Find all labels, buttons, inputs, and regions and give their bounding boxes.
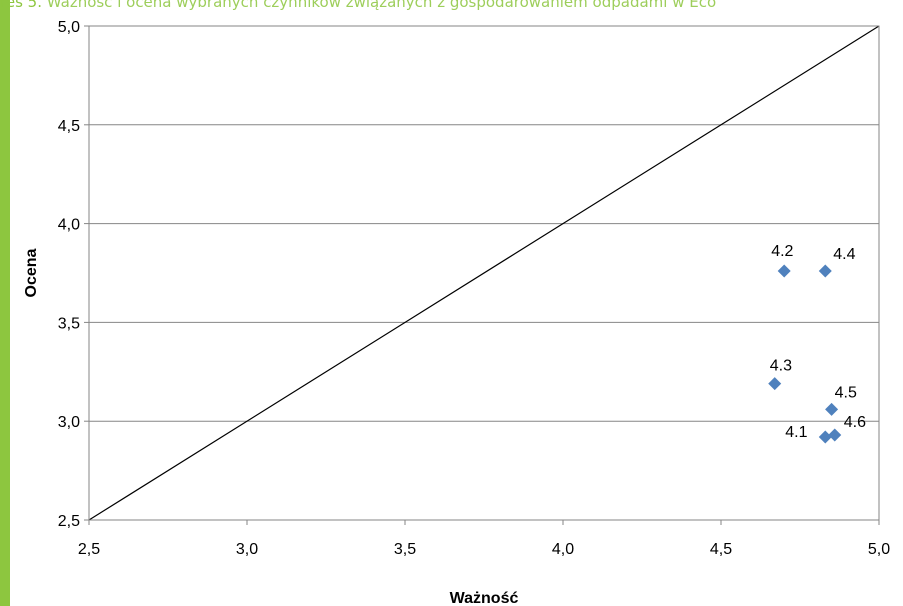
data-point-label: 4.3 bbox=[770, 358, 792, 375]
data-point-marker bbox=[818, 264, 832, 278]
tick-labels: 2,5 3,0 3,5 4,0 4,5 5,0 2,5 3,0 3,5 4,0 4,5 5,0 bbox=[58, 19, 890, 558]
caption-text: Ważność i ocena wybranych czynników zwią… bbox=[46, 0, 717, 11]
caption-strip: res 5. Ważność i ocena wybranych czynnik… bbox=[0, 0, 903, 14]
data-point-marker bbox=[818, 430, 832, 444]
data-point-label: 4.4 bbox=[833, 246, 855, 263]
data-point-label: 4.2 bbox=[771, 243, 793, 260]
caption-label: res 5. bbox=[0, 0, 42, 11]
x-tick-label: 2,5 bbox=[78, 541, 100, 558]
y-tick-label: 4,5 bbox=[58, 118, 80, 135]
x-tick-label: 3,5 bbox=[394, 541, 416, 558]
data-point-label: 4.5 bbox=[835, 384, 857, 401]
y-tick-label: 3,5 bbox=[58, 315, 80, 332]
x-tick-label: 4,0 bbox=[552, 541, 574, 558]
accent-bar bbox=[0, 0, 10, 606]
data-point-label: 4.1 bbox=[785, 424, 807, 441]
plot-frame bbox=[88, 25, 880, 521]
y-tick-label: 2,5 bbox=[58, 513, 80, 530]
y-tick-label: 3,0 bbox=[58, 414, 80, 431]
x-tick-label: 5,0 bbox=[868, 541, 890, 558]
y-tick-label: 5,0 bbox=[58, 19, 80, 36]
x-tick-label: 3,0 bbox=[236, 541, 258, 558]
data-point-label: 4.6 bbox=[844, 414, 866, 431]
data-points: 4.1 4.2 4.3 4.4 4.5 4.6 bbox=[768, 243, 866, 444]
data-point-marker bbox=[768, 377, 782, 391]
y-axis-title: Ocena bbox=[23, 248, 40, 297]
y-tick-label: 4,0 bbox=[58, 217, 80, 234]
reference-diagonal bbox=[88, 25, 880, 521]
figure-caption: res 5. Ważność i ocena wybranych czynnik… bbox=[0, 0, 716, 11]
x-tick-label: 4,5 bbox=[710, 541, 732, 558]
x-axis-title: Ważność bbox=[450, 590, 519, 606]
data-point-marker bbox=[825, 402, 839, 416]
data-point-marker bbox=[828, 428, 842, 442]
data-point-marker bbox=[777, 264, 791, 278]
